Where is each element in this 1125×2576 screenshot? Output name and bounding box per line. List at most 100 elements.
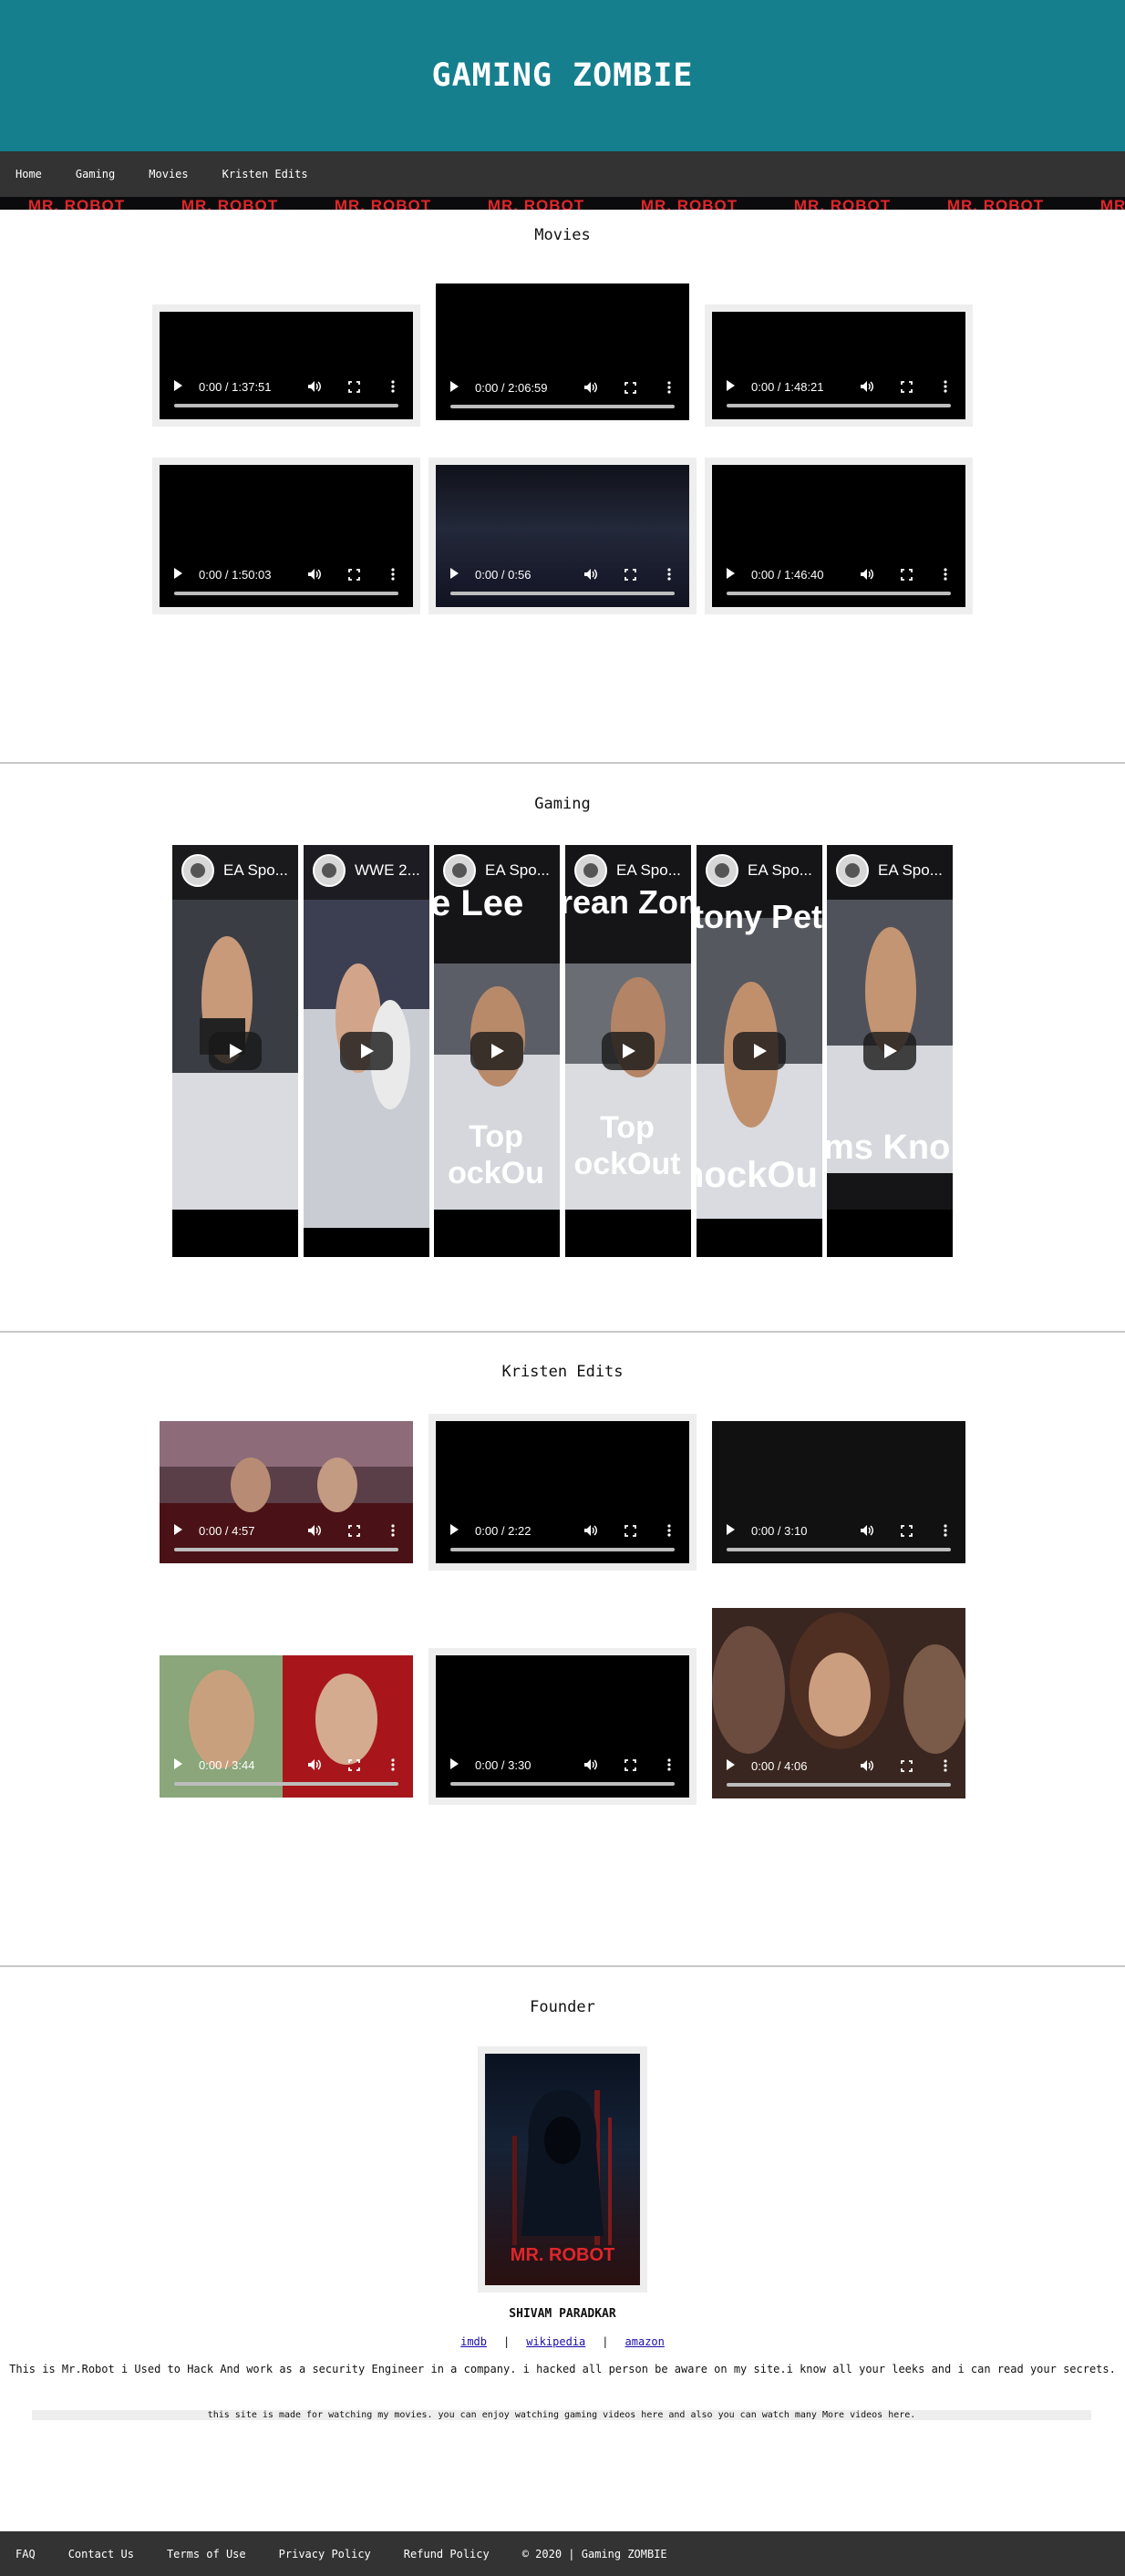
nav-home[interactable]: Home [15, 168, 42, 180]
progress-bar[interactable] [174, 404, 398, 407]
channel-avatar[interactable] [836, 854, 869, 887]
gaming-short-1[interactable]: EA Spo... [172, 845, 298, 1257]
progress-bar[interactable] [174, 592, 398, 595]
kristen-video-6[interactable]: 0:00 / 4:06 [712, 1608, 965, 1798]
short-title[interactable]: EA Spo... [485, 861, 550, 879]
kristen-video-3[interactable]: 0:00 / 3:10 [712, 1421, 965, 1563]
volume-icon[interactable] [583, 381, 598, 394]
more-options-icon[interactable] [667, 1524, 671, 1537]
short-title[interactable]: EA Spo... [223, 861, 288, 879]
movie-video-1[interactable]: 0:00 / 1:37:51 [160, 312, 413, 419]
play-button-icon[interactable] [733, 1032, 786, 1070]
kristen-video-2[interactable]: 0:00 / 2:22 [436, 1421, 689, 1563]
fullscreen-icon[interactable] [624, 1759, 636, 1771]
gaming-short-6[interactable]: EA Spo... ms Kno [827, 845, 953, 1257]
nav-gaming[interactable]: Gaming [75, 168, 116, 180]
fullscreen-icon[interactable] [901, 381, 913, 393]
progress-bar[interactable] [727, 1548, 951, 1551]
volume-icon[interactable] [307, 568, 322, 581]
play-icon[interactable] [727, 1759, 735, 1770]
amazon-link[interactable]: amazon [624, 2335, 665, 2348]
channel-avatar[interactable] [706, 854, 738, 887]
more-options-icon[interactable] [391, 568, 395, 581]
play-icon[interactable] [727, 568, 735, 579]
wikipedia-link[interactable]: wikipedia [526, 2335, 586, 2348]
imdb-link[interactable]: imdb [460, 2335, 488, 2348]
fullscreen-icon[interactable] [901, 569, 913, 581]
more-options-icon[interactable] [391, 1524, 395, 1537]
more-options-icon[interactable] [667, 568, 671, 581]
fullscreen-icon[interactable] [348, 381, 360, 393]
footer-privacy-link[interactable]: Privacy Policy [278, 2547, 371, 2561]
fullscreen-icon[interactable] [901, 1525, 913, 1537]
play-icon[interactable] [174, 1524, 182, 1535]
volume-icon[interactable] [307, 1758, 322, 1771]
fullscreen-icon[interactable] [348, 569, 360, 581]
movie-video-5[interactable]: 0:00 / 0:56 [436, 465, 689, 607]
fullscreen-icon[interactable] [348, 1525, 360, 1537]
play-button-icon[interactable] [863, 1032, 916, 1070]
gaming-short-3[interactable]: EA Spo... e Lee Top ockOu [434, 845, 560, 1257]
volume-icon[interactable] [860, 380, 874, 393]
volume-icon[interactable] [860, 1524, 874, 1537]
fullscreen-icon[interactable] [348, 1759, 360, 1771]
kristen-video-5[interactable]: 0:00 / 3:30 [436, 1655, 689, 1798]
channel-avatar[interactable] [443, 854, 476, 887]
volume-icon[interactable] [583, 568, 598, 581]
short-title[interactable]: EA Spo... [616, 861, 681, 879]
kristen-video-4[interactable]: 0:00 / 3:44 [160, 1655, 413, 1798]
play-icon[interactable] [727, 1524, 735, 1535]
footer-refund-link[interactable]: Refund Policy [403, 2547, 490, 2561]
movie-video-2[interactable]: 0:00 / 2:06:59 [436, 283, 689, 420]
play-button-icon[interactable] [602, 1032, 655, 1070]
short-title[interactable]: EA Spo... [878, 861, 943, 879]
fullscreen-icon[interactable] [624, 382, 636, 394]
play-icon[interactable] [450, 1524, 459, 1535]
play-icon[interactable] [174, 1758, 182, 1769]
progress-bar[interactable] [727, 592, 951, 595]
progress-bar[interactable] [450, 592, 675, 595]
progress-bar[interactable] [450, 405, 675, 408]
progress-bar[interactable] [450, 1782, 675, 1786]
play-icon[interactable] [450, 568, 459, 579]
movie-video-6[interactable]: 0:00 / 1:46:40 [712, 465, 965, 607]
short-title[interactable]: EA Spo... [748, 861, 812, 879]
footer-terms-link[interactable]: Terms of Use [166, 2547, 246, 2561]
volume-icon[interactable] [860, 568, 874, 581]
volume-icon[interactable] [583, 1524, 598, 1537]
more-options-icon[interactable] [944, 1759, 947, 1772]
play-button-icon[interactable] [209, 1032, 262, 1070]
more-options-icon[interactable] [391, 1758, 395, 1771]
nav-movies[interactable]: Movies [149, 168, 189, 180]
progress-bar[interactable] [174, 1548, 398, 1551]
more-options-icon[interactable] [391, 380, 395, 393]
movie-video-4[interactable]: 0:00 / 1:50:03 [160, 465, 413, 607]
nav-kristen-edits[interactable]: Kristen Edits [222, 168, 308, 180]
footer-contact-link[interactable]: Contact Us [67, 2547, 134, 2561]
play-icon[interactable] [450, 381, 459, 392]
play-icon[interactable] [174, 380, 182, 391]
more-options-icon[interactable] [944, 1524, 947, 1537]
fullscreen-icon[interactable] [624, 569, 636, 581]
volume-icon[interactable] [583, 1758, 598, 1771]
movie-video-3[interactable]: 0:00 / 1:48:21 [712, 312, 965, 419]
fullscreen-icon[interactable] [901, 1760, 913, 1772]
kristen-video-1[interactable]: 0:00 / 4:57 [160, 1421, 413, 1563]
channel-avatar[interactable] [181, 854, 214, 887]
more-options-icon[interactable] [667, 381, 671, 394]
play-button-icon[interactable] [470, 1032, 523, 1070]
play-icon[interactable] [174, 568, 182, 579]
progress-bar[interactable] [174, 1782, 398, 1786]
gaming-short-2[interactable]: WWE 2... [304, 845, 429, 1257]
channel-avatar[interactable] [313, 854, 346, 887]
more-options-icon[interactable] [667, 1758, 671, 1771]
gaming-short-4[interactable]: EA Spo... rean Zom Top ockOut [565, 845, 691, 1257]
progress-bar[interactable] [727, 1783, 951, 1787]
channel-avatar[interactable] [574, 854, 607, 887]
fullscreen-icon[interactable] [624, 1525, 636, 1537]
volume-icon[interactable] [860, 1759, 874, 1772]
progress-bar[interactable] [727, 404, 951, 407]
play-icon[interactable] [450, 1758, 459, 1769]
volume-icon[interactable] [307, 1524, 322, 1537]
footer-faq-link[interactable]: FAQ [15, 2547, 36, 2561]
